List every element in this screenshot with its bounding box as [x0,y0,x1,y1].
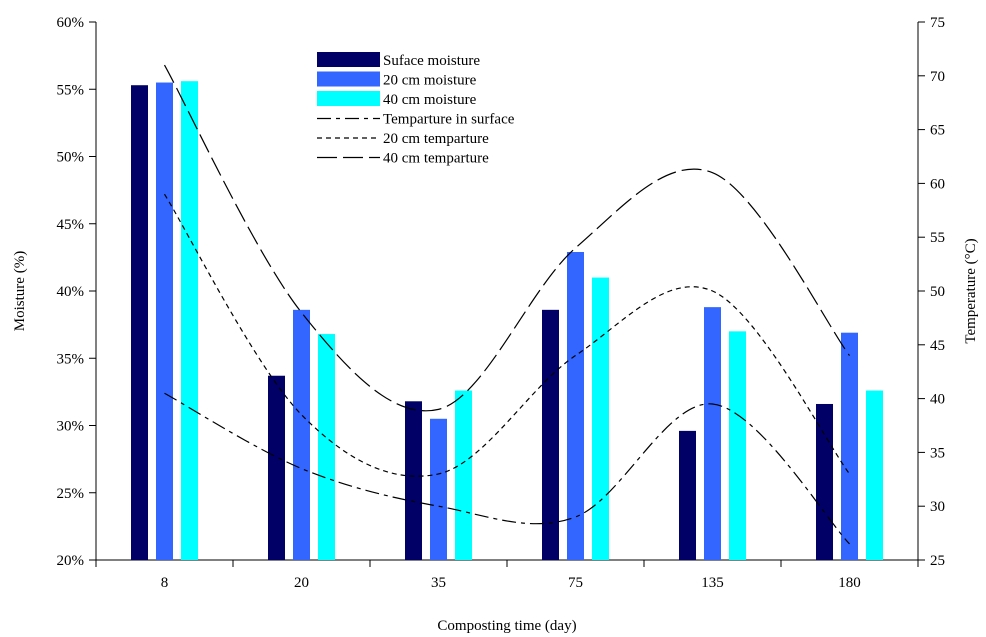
bar-0-1 [268,375,285,560]
y-tick-label: 35% [57,351,85,367]
y-tick-label: 50% [57,150,85,166]
x-axis-title: Composting time (day) [437,618,576,634]
temperature-line-0 [164,392,850,545]
bar-1-2 [430,418,447,560]
y2-tick-label: 65 [930,123,945,139]
y2-tick-label: 50 [930,284,945,300]
bar-0-5 [816,403,833,560]
y-tick-label: 25% [57,486,85,502]
y-tick-label: 55% [57,82,85,98]
bar-1-1 [293,309,310,560]
bars [131,81,883,561]
x-tick-label: 180 [838,575,861,591]
bar-0-2 [405,401,422,560]
y2-tick-label: 40 [930,392,945,408]
temperature-line-2 [163,64,850,412]
bar-2-4 [729,331,746,560]
y-tick-label: 45% [57,217,85,233]
y2-tick-label: 60 [930,176,945,192]
bar-1-0 [156,82,173,561]
bar-2-2 [455,390,472,560]
bar-1-5 [841,332,858,560]
y2-tick-label: 70 [930,69,945,85]
bar-2-1 [318,334,335,560]
bar-2-5 [866,390,883,560]
legend-label: 40 cm moisture [383,92,477,108]
y2-tick-label: 45 [930,338,945,354]
legend-label: 20 cm temparture [383,131,489,147]
y-tick-label: 20% [57,553,85,569]
y2-tick-label: 75 [930,15,945,31]
legend-swatch-bar-2 [317,91,380,106]
legend-label: Temparture in surface [383,112,515,128]
y2-axis-title: Temperature (°C) [963,238,979,343]
x-tick-label: 75 [568,575,583,591]
y2-tick-label: 35 [930,445,945,461]
bar-0-0 [131,85,148,560]
y-tick-label: 40% [57,284,85,300]
ticks: 20% 25% 30% 35% 40% 45% 50% 55% 60% 25 30 35 40 45 50 5… [57,15,946,591]
temperature-lines [163,64,850,545]
temperature-line-1 [163,193,850,477]
y-axis-title: Moisture (%) [12,251,28,331]
y2-tick-label: 55 [930,230,945,246]
x-tick-label: 35 [431,575,446,591]
bar-0-4 [679,430,696,560]
bar-2-0 [181,81,198,561]
legend-label: 40 cm temparture [383,151,489,167]
y2-tick-label: 30 [930,499,945,515]
x-tick-label: 135 [701,575,724,591]
legend-swatch-bar-0 [317,52,380,67]
y-tick-label: 30% [57,419,85,435]
x-tick-label: 20 [294,575,309,591]
legend-swatch-bar-1 [317,71,380,87]
bar-1-4 [704,307,721,560]
legend-label: 20 cm moisture [383,73,477,89]
legend: Suface moisture 20 cm moisture 40 cm moist… [317,52,515,167]
x-tick-label: 8 [161,575,169,591]
bar-1-3 [567,251,584,560]
legend-label: Suface moisture [383,53,480,69]
y2-tick-label: 25 [930,553,945,569]
y-tick-label: 60% [57,15,85,31]
bar-2-3 [592,277,609,560]
